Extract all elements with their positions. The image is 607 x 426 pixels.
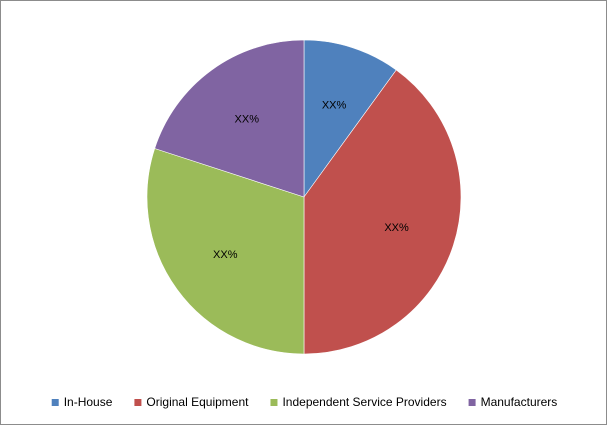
legend-item-independent-service-providers: Independent Service Providers bbox=[270, 395, 447, 409]
data-label-original-equipment: XX% bbox=[384, 222, 409, 234]
chart-legend: In-House Original Equipment Independent Se… bbox=[51, 395, 558, 409]
legend-swatch-independent-service-providers bbox=[270, 399, 278, 406]
legend-swatch-manufacturers bbox=[468, 399, 476, 406]
pie-slice-in-house bbox=[303, 39, 397, 198]
pie-slice-manufacturers bbox=[154, 39, 305, 198]
legend-swatch-original-equipment bbox=[134, 399, 142, 406]
pie-slices bbox=[146, 39, 462, 355]
data-label-independent-service-providers: XX% bbox=[213, 249, 238, 261]
legend-label-in-house: In-House bbox=[64, 395, 113, 409]
pie-data-labels: XX% XX% XX% XX% bbox=[213, 99, 409, 261]
legend-item-manufacturers: Manufacturers bbox=[468, 395, 558, 409]
legend-swatch-in-house bbox=[51, 399, 59, 406]
data-label-in-house: XX% bbox=[322, 99, 347, 111]
legend-label-original-equipment: Original Equipment bbox=[146, 395, 249, 409]
legend-item-original-equipment: Original Equipment bbox=[134, 395, 249, 409]
legend-label-manufacturers: Manufacturers bbox=[481, 395, 558, 409]
legend-label-independent-service-providers: Independent Service Providers bbox=[282, 395, 446, 409]
legend-item-in-house: In-House bbox=[51, 395, 113, 409]
data-label-manufacturers: XX% bbox=[235, 113, 260, 125]
pie-slice-independent-service-providers bbox=[146, 148, 305, 355]
pie-slice-original-equipment bbox=[303, 69, 462, 355]
